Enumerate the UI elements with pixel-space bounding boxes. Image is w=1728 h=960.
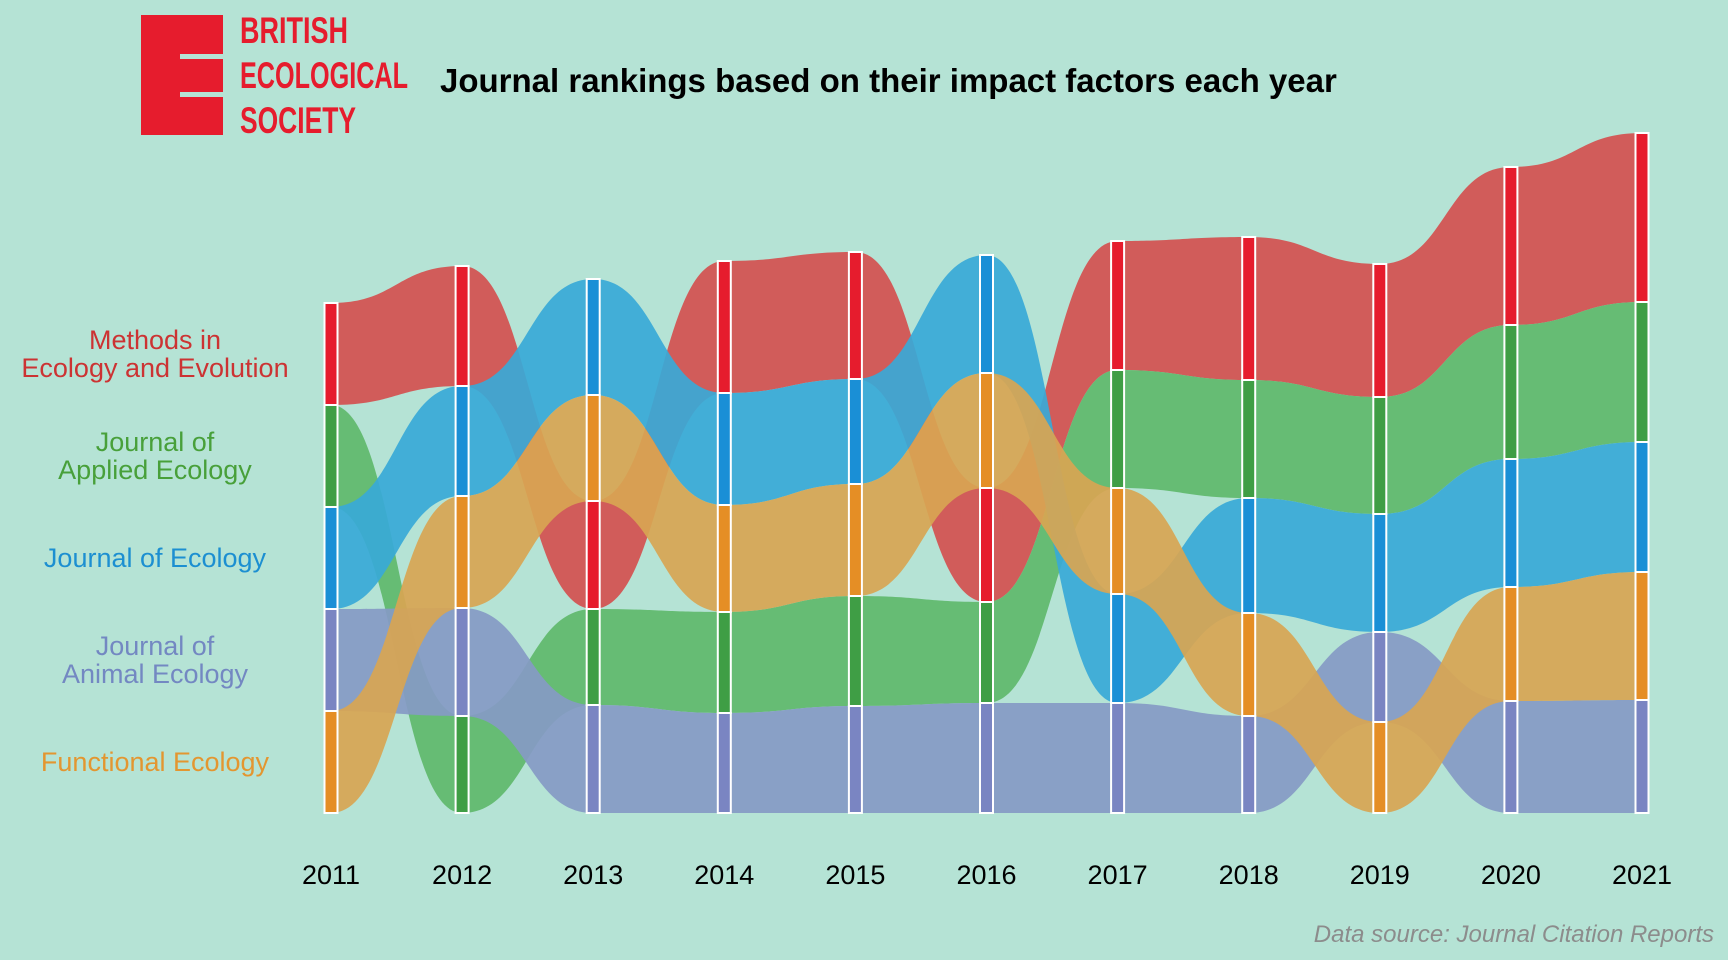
bar-2011-journal-of-animal-ecology xyxy=(323,608,339,712)
bar-2020-functional-ecology xyxy=(1503,586,1519,702)
bar-2015-journal-of-ecology xyxy=(847,378,863,485)
bar-2018-journal-of-ecology xyxy=(1241,497,1257,614)
x-tick-2014: 2014 xyxy=(694,860,754,890)
bar-2018-functional-ecology xyxy=(1241,612,1257,717)
x-tick-2012: 2012 xyxy=(432,860,492,890)
bar-2021-functional-ecology xyxy=(1634,571,1650,701)
rank-label-3-line-1: Journal of Ecology xyxy=(44,543,267,573)
bar-2011-journal-of-applied-ecology xyxy=(323,404,339,508)
bar-2012-journal-of-animal-ecology xyxy=(454,607,470,717)
bar-2016-methods-in-ecology-and-evolution xyxy=(979,487,994,603)
x-axis-ticks: 2011 2012 2013 2014 2015 2016 2017 2018 2019 2020… xyxy=(302,860,1672,890)
bar-2012-methods-in-ecology-and-evolution xyxy=(454,265,470,387)
bar-2014-journal-of-ecology xyxy=(716,392,732,506)
bar-layer xyxy=(323,132,1650,814)
bar-2021-methods-in-ecology-and-evolution xyxy=(1634,132,1650,303)
data-source-note: Data source: Journal Citation Reports xyxy=(1314,921,1714,948)
bar-2014-journal-of-animal-ecology xyxy=(716,712,732,814)
bar-2020-journal-of-applied-ecology xyxy=(1503,324,1519,460)
bar-2013-functional-ecology xyxy=(585,394,601,502)
x-tick-2018: 2018 xyxy=(1219,860,1279,890)
bar-2013-journal-of-ecology xyxy=(585,278,601,396)
bar-2017-functional-ecology xyxy=(1110,487,1126,595)
bar-2011-functional-ecology xyxy=(323,710,339,814)
logo-mark-cutout-bottom xyxy=(180,92,223,97)
bar-2018-journal-of-animal-ecology xyxy=(1241,715,1257,814)
x-tick-2017: 2017 xyxy=(1088,860,1148,890)
bar-2019-journal-of-ecology xyxy=(1372,513,1388,633)
bes-logo: BRITISH ECOLOGICAL SOCIETY xyxy=(141,10,408,141)
x-tick-2019: 2019 xyxy=(1350,860,1410,890)
logo-line-2: ECOLOGICAL xyxy=(240,55,408,96)
bar-2014-functional-ecology xyxy=(716,504,732,613)
x-tick-2011: 2011 xyxy=(302,860,360,890)
bar-2018-methods-in-ecology-and-evolution xyxy=(1241,236,1257,381)
rank-label-4-line-2: Animal Ecology xyxy=(62,659,249,689)
bar-2012-journal-of-applied-ecology xyxy=(454,715,470,814)
x-tick-2016: 2016 xyxy=(956,860,1016,890)
bar-2017-journal-of-applied-ecology xyxy=(1110,369,1126,489)
bar-2014-journal-of-applied-ecology xyxy=(716,611,732,714)
chart-title: Journal rankings based on their impact f… xyxy=(440,62,1337,99)
x-tick-2013: 2013 xyxy=(563,860,623,890)
x-tick-2021: 2021 xyxy=(1612,860,1672,890)
logo-mark-cutout-top xyxy=(180,54,223,59)
bar-2016-journal-of-ecology xyxy=(979,254,994,374)
bar-2019-journal-of-animal-ecology xyxy=(1372,631,1388,723)
bar-2021-journal-of-animal-ecology xyxy=(1634,699,1650,814)
bar-2016-journal-of-animal-ecology xyxy=(979,702,994,814)
rank-label-1-line-2: Ecology and Evolution xyxy=(21,353,288,383)
logo-line-3: SOCIETY xyxy=(240,100,356,141)
bar-2016-journal-of-applied-ecology xyxy=(979,601,994,704)
ribbon-journal-of-applied-ecology xyxy=(331,302,1642,813)
bar-2019-methods-in-ecology-and-evolution xyxy=(1372,263,1388,398)
bar-2017-methods-in-ecology-and-evolution xyxy=(1110,240,1126,371)
x-tick-2015: 2015 xyxy=(825,860,885,890)
bar-2015-journal-of-applied-ecology xyxy=(847,595,863,707)
bar-2019-functional-ecology xyxy=(1372,721,1388,814)
bar-2018-journal-of-applied-ecology xyxy=(1241,379,1257,499)
bar-2015-methods-in-ecology-and-evolution xyxy=(847,251,863,380)
bar-2016-functional-ecology xyxy=(979,372,994,489)
bar-2020-journal-of-ecology xyxy=(1503,458,1519,588)
rank-label-1-line-1: Methods in xyxy=(89,325,221,355)
bar-2015-journal-of-animal-ecology xyxy=(847,705,863,814)
bar-2021-journal-of-ecology xyxy=(1634,441,1650,573)
bar-2012-functional-ecology xyxy=(454,495,470,609)
rank-label-2-line-1: Journal of xyxy=(96,427,215,457)
bar-2011-journal-of-ecology xyxy=(323,506,339,610)
bar-2017-journal-of-animal-ecology xyxy=(1110,702,1126,814)
bar-2013-methods-in-ecology-and-evolution xyxy=(585,500,601,610)
bar-2014-methods-in-ecology-and-evolution xyxy=(716,260,732,394)
bar-2020-methods-in-ecology-and-evolution xyxy=(1503,166,1519,326)
rank-label-2-line-2: Applied Ecology xyxy=(58,455,252,485)
bar-2020-journal-of-animal-ecology xyxy=(1503,700,1519,814)
rank-label-5-line-1: Functional Ecology xyxy=(41,747,270,777)
bar-2011-methods-in-ecology-and-evolution xyxy=(323,302,339,406)
bar-2013-journal-of-animal-ecology xyxy=(585,704,601,814)
logo-mark xyxy=(141,15,223,135)
x-tick-2020: 2020 xyxy=(1481,860,1541,890)
bar-2017-journal-of-ecology xyxy=(1110,593,1126,704)
bar-2015-functional-ecology xyxy=(847,483,863,597)
ribbon-functional-ecology xyxy=(331,373,1642,813)
bar-2019-journal-of-applied-ecology xyxy=(1372,396,1388,515)
rank-label-4-line-1: Journal of xyxy=(96,631,215,661)
logo-line-1: BRITISH xyxy=(240,10,348,51)
ribbon-journal-of-ecology xyxy=(331,255,1642,703)
bar-2021-journal-of-applied-ecology xyxy=(1634,301,1650,443)
bar-2012-journal-of-ecology xyxy=(454,385,470,497)
bar-2013-journal-of-applied-ecology xyxy=(585,608,601,706)
